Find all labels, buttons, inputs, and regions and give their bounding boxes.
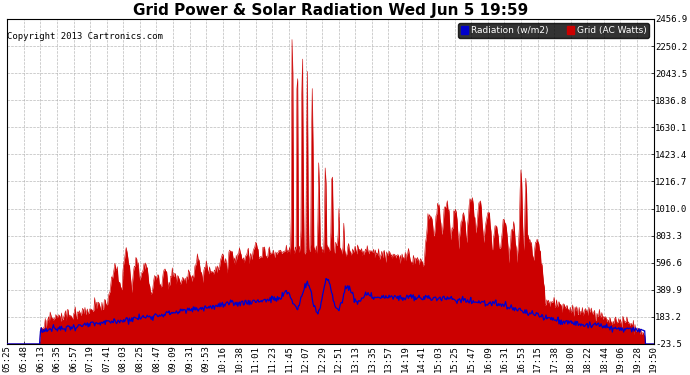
- Text: Copyright 2013 Cartronics.com: Copyright 2013 Cartronics.com: [7, 32, 163, 41]
- Legend: Radiation (w/m2), Grid (AC Watts): Radiation (w/m2), Grid (AC Watts): [458, 24, 649, 38]
- Title: Grid Power & Solar Radiation Wed Jun 5 19:59: Grid Power & Solar Radiation Wed Jun 5 1…: [132, 3, 528, 18]
